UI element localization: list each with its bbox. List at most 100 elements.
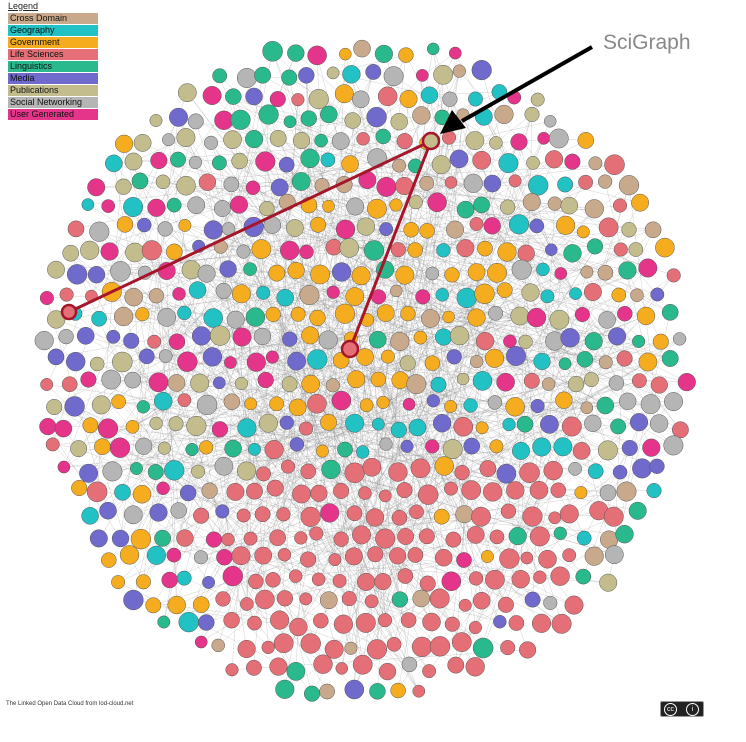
dataset-node (356, 445, 370, 459)
dataset-node (97, 418, 119, 439)
graph-edge (219, 75, 621, 473)
legend-item: Geography (8, 25, 98, 37)
legend-item: Government (8, 37, 98, 49)
graph-edge (143, 227, 296, 582)
dataset-node (236, 68, 257, 88)
dataset-node (225, 663, 239, 677)
scigraph-node (421, 131, 441, 151)
dataset-node (259, 200, 275, 217)
dataset-node (522, 193, 541, 212)
dataset-node (244, 397, 258, 411)
dataset-node (352, 90, 370, 109)
legend: Legend Cross Domain Geography Government Li… (8, 1, 98, 121)
dataset-node (101, 369, 122, 390)
graph-edge (317, 224, 397, 292)
dataset-node (275, 679, 295, 699)
dataset-node (113, 306, 134, 327)
dataset-node (307, 394, 327, 414)
dataset-node (617, 305, 633, 322)
dataset-node (344, 112, 361, 129)
scigraph-links (60, 131, 441, 359)
dataset-node (111, 575, 126, 590)
dataset-node (198, 614, 215, 631)
dataset-node (254, 546, 273, 565)
dataset-node (538, 549, 557, 569)
license-badge[interactable]: cc i (660, 701, 704, 717)
graph-edge (265, 164, 351, 381)
dataset-node (276, 507, 291, 522)
dataset-node (383, 66, 404, 87)
dataset-node (176, 175, 196, 196)
dataset-node (231, 152, 248, 170)
dataset-node (186, 415, 207, 437)
dataset-node (47, 260, 65, 279)
dataset-node (587, 463, 604, 480)
scigraph-link-center (348, 140, 433, 350)
dataset-node (390, 331, 410, 352)
dataset-node (429, 636, 451, 657)
dataset-node (201, 482, 218, 499)
dataset-node (135, 437, 153, 455)
dataset-node (418, 528, 435, 545)
dataset-node (223, 611, 240, 629)
dataset-node (344, 641, 358, 655)
dataset-node (205, 531, 222, 548)
dataset-node (168, 416, 184, 432)
dataset-node (280, 240, 300, 261)
dataset-node (479, 460, 497, 478)
dataset-node (202, 347, 223, 367)
dataset-node (374, 44, 393, 63)
graph-edge (98, 92, 188, 319)
dataset-node (390, 242, 406, 258)
dataset-node (257, 371, 274, 389)
dataset-node (409, 504, 424, 520)
dataset-node (505, 397, 525, 417)
dataset-node (188, 281, 207, 299)
dataset-node (563, 244, 582, 263)
dataset-node (553, 526, 567, 540)
dataset-node (309, 526, 324, 541)
graph-edge (309, 158, 497, 447)
dataset-node (187, 196, 206, 215)
dataset-node (248, 573, 264, 590)
dataset-node (236, 244, 251, 259)
dataset-node (188, 155, 202, 170)
dataset-node (292, 484, 311, 504)
dataset-node (177, 393, 192, 407)
dataset-node (631, 193, 649, 212)
dataset-node (499, 548, 520, 569)
linked-node-center (340, 339, 360, 359)
dataset-node (564, 595, 584, 615)
dataset-node (170, 502, 187, 519)
dataset-node (112, 351, 133, 373)
dataset-node (392, 158, 407, 173)
graph-edge (88, 360, 342, 474)
dataset-node (196, 394, 218, 416)
dataset-node (526, 156, 540, 170)
dataset-node (89, 529, 108, 548)
dataset-node (540, 414, 559, 434)
dataset-node (508, 214, 530, 235)
dataset-node (379, 222, 394, 237)
dataset-node (569, 287, 582, 300)
dataset-node (125, 419, 140, 434)
dataset-node (474, 283, 495, 304)
graph-edge (316, 55, 429, 495)
dataset-node (533, 570, 547, 584)
graph-edge (375, 158, 460, 555)
dataset-node (584, 414, 602, 432)
dataset-node (469, 217, 484, 231)
graph-edge (289, 121, 341, 142)
dataset-node (346, 197, 365, 216)
dataset-node (176, 570, 192, 586)
dataset-node (433, 64, 453, 85)
dataset-node (524, 106, 540, 122)
dataset-node (276, 288, 294, 307)
dataset-node (500, 199, 516, 215)
dataset-node (124, 371, 142, 389)
graph-edge (263, 383, 417, 475)
graph-edge (133, 297, 144, 407)
dataset-node (177, 351, 198, 372)
dataset-node (610, 418, 627, 435)
dataset-node (170, 151, 186, 168)
